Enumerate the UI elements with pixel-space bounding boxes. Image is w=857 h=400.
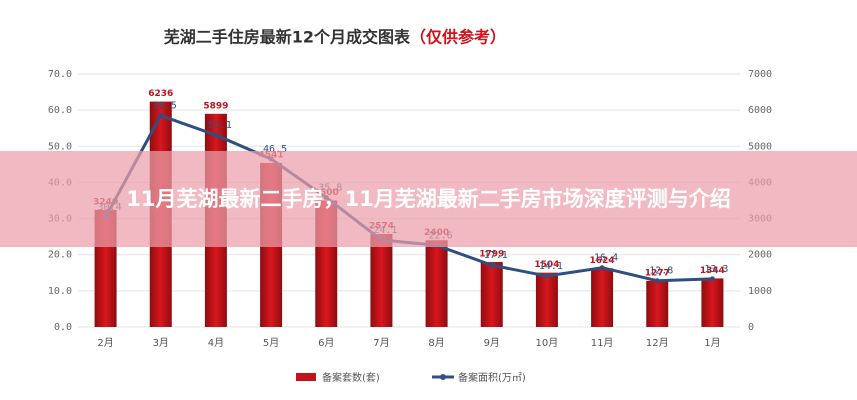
line-value-label: 14.1 xyxy=(539,261,563,272)
chart-title-note: （仅供参考） xyxy=(410,28,506,47)
legend-swatch xyxy=(296,373,316,381)
x-tick-label: 2月 xyxy=(97,337,113,349)
line-value-label: 17.1 xyxy=(484,250,508,261)
bar-value-label: 1504 xyxy=(534,260,559,270)
legend-label: 备案套数(套) xyxy=(322,371,380,384)
bar xyxy=(425,240,448,327)
bar xyxy=(370,233,393,327)
line-value-label: 53.1 xyxy=(208,120,232,131)
x-tick-label: 10月 xyxy=(536,337,559,349)
x-tick-label: 7月 xyxy=(373,337,389,349)
line-point xyxy=(158,113,164,119)
y-tick-label: 60.0 xyxy=(48,105,72,116)
bar-value-label: 6236 xyxy=(148,89,173,99)
bar-value-label: 1624 xyxy=(590,256,615,266)
x-tick-label: 4月 xyxy=(208,337,224,349)
y-tick-label: 50.0 xyxy=(48,141,72,152)
bar-value-label: 1277 xyxy=(645,268,670,278)
legend-label: 备案面积(万㎡) xyxy=(458,371,526,384)
line-value-label: 16.4 xyxy=(594,253,618,264)
y2-tick-label: 1000 xyxy=(748,286,772,297)
legend-swatch xyxy=(440,374,446,380)
y-tick-label: 20.0 xyxy=(48,250,72,261)
bar xyxy=(591,268,614,327)
bar xyxy=(480,261,503,327)
bar-value-label: 5899 xyxy=(203,101,228,111)
y-tick-label: 10.0 xyxy=(48,286,72,297)
x-tick-label: 12月 xyxy=(646,337,669,349)
y-tick-label: 70.0 xyxy=(48,69,72,80)
line-value-label: 12.8 xyxy=(649,266,673,277)
y2-tick-label: 7000 xyxy=(748,69,772,80)
x-tick-label: 5月 xyxy=(263,337,279,349)
line-point xyxy=(544,273,550,279)
x-tick-label: 6月 xyxy=(318,337,334,349)
bar-value-label: 1344 xyxy=(700,266,725,276)
y2-tick-label: 2000 xyxy=(748,250,772,261)
y2-tick-label: 6000 xyxy=(748,105,772,116)
y2-tick-label: 5000 xyxy=(748,141,772,152)
x-tick-label: 3月 xyxy=(153,337,169,349)
chart-title: 芜湖二手住房最新12个月成交图表 xyxy=(164,28,411,47)
line-point xyxy=(709,276,715,282)
line-point xyxy=(599,265,605,271)
x-tick-label: 1月 xyxy=(704,337,720,349)
y-tick-label: 0.0 xyxy=(54,322,72,333)
x-tick-label: 9月 xyxy=(484,337,500,349)
line-point xyxy=(213,132,219,138)
banner: 11月芜湖最新二手房，11月芜湖最新二手房市场深度评测与介绍 xyxy=(0,151,857,247)
line-value-label: 58.5 xyxy=(153,101,177,112)
line-value-label: 46.5 xyxy=(263,144,287,155)
bar-value-label: 1799 xyxy=(479,249,504,259)
bar xyxy=(646,280,669,327)
bar xyxy=(701,278,724,327)
x-tick-label: 11月 xyxy=(591,337,614,349)
bar xyxy=(535,272,558,327)
x-tick-label: 8月 xyxy=(428,337,444,349)
line-point xyxy=(654,278,660,284)
line-value-label: 13.3 xyxy=(704,264,728,275)
line-point xyxy=(489,262,495,268)
y2-tick-label: 0 xyxy=(748,322,754,333)
